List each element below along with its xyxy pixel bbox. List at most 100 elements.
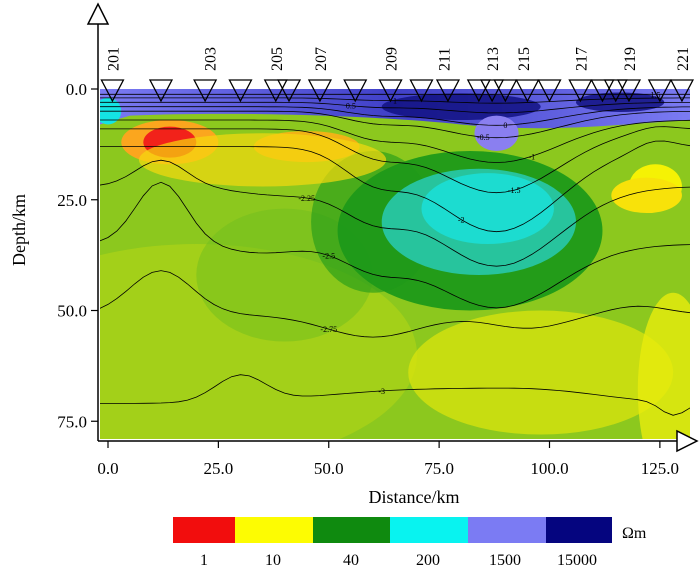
axes [86, 2, 699, 453]
site-marker [409, 79, 434, 103]
station-label: 207 [313, 47, 330, 71]
colorbar-swatch [173, 517, 235, 543]
contour-label: -2.75 [320, 325, 337, 334]
field-patch [637, 292, 690, 439]
contour-line [100, 97, 690, 104]
site-marker [378, 79, 403, 103]
contour-label: -1 [529, 152, 536, 161]
field-patch [611, 177, 682, 214]
contour-line [100, 181, 690, 309]
site-marker [193, 79, 218, 103]
contour-label: -2.25 [298, 194, 315, 203]
colorbar-swatch [235, 517, 313, 543]
site-marker [669, 79, 695, 103]
y-axis-arrow [86, 2, 110, 25]
site-marker [228, 79, 253, 103]
colorbar-swatch [468, 517, 546, 543]
field-patch [381, 93, 541, 121]
colorbar-swatch [546, 517, 612, 543]
site-marker [647, 79, 672, 103]
contour-line [100, 119, 690, 163]
station-label: 209 [384, 47, 401, 71]
contour-label: 0 [503, 121, 507, 130]
field-patch [575, 92, 665, 113]
site-marker [343, 79, 368, 103]
contour-line [100, 110, 690, 139]
colorbar-label: 40 [343, 552, 359, 569]
contour-label: -2 [458, 216, 465, 225]
site-marker [263, 79, 288, 103]
colorbar: 1 10 40 200 1500 15000 Ωm [173, 517, 647, 569]
contour-label: -1.5 [508, 186, 521, 195]
station-label: 213 [485, 47, 502, 71]
site-marker [307, 79, 332, 103]
site-marker [276, 79, 302, 103]
contour-line [100, 126, 690, 194]
resistivity-field [100, 89, 690, 439]
contour-label: 0.5 [346, 102, 356, 111]
colorbar-unit: Ωm [622, 525, 647, 542]
site-marker [466, 79, 491, 103]
site-marker [493, 79, 518, 103]
x-tick-label: 0.0 [97, 459, 118, 478]
y-tick-label: 25.0 [57, 191, 87, 210]
contour-label: 1 [393, 97, 397, 106]
y-tick-label: 75.0 [57, 412, 87, 431]
colorbar-label: 200 [416, 552, 440, 569]
x-axis-label: Distance/km [369, 487, 460, 507]
contour-line [100, 270, 690, 338]
site-marker [435, 79, 461, 103]
field-patch [138, 133, 387, 187]
field-patch [311, 151, 435, 293]
colorbar-label: 10 [265, 552, 281, 569]
station-label: 217 [573, 47, 590, 71]
contour-line [100, 106, 690, 126]
contour-lines [100, 93, 690, 416]
site-marker [100, 79, 125, 103]
contour-line [100, 374, 690, 416]
y-ticks: 0.0 25.0 50.0 75.0 [57, 80, 98, 431]
site-marker [515, 79, 540, 103]
station-label: 201 [105, 47, 122, 71]
contour-line [100, 159, 690, 267]
station-label: 221 [675, 47, 692, 71]
station-label: 219 [622, 47, 639, 71]
x-axis-arrow [676, 429, 699, 453]
colorbar-label: 1 [200, 552, 208, 569]
station-labels: 201 203 205 207 209 211 213 215 217 219 221 [105, 47, 692, 71]
x-tick-label: 25.0 [204, 459, 234, 478]
station-label: 215 [516, 47, 533, 71]
field-patch [408, 310, 674, 435]
y-axis-label: Depth/km [9, 194, 29, 266]
site-marker [603, 79, 628, 103]
station-label: 211 [437, 48, 454, 71]
site-marker [590, 79, 615, 103]
site-marker [616, 79, 642, 103]
field-patch [421, 173, 554, 245]
site-marker [537, 79, 562, 103]
contour-label: -0.5 [477, 133, 490, 142]
contour-label: 1.5 [650, 90, 660, 99]
site-marker [568, 79, 593, 103]
x-tick-label: 100.0 [530, 459, 568, 478]
contour-line [100, 140, 690, 233]
site-markers [100, 79, 695, 103]
field-patch [474, 115, 519, 152]
x-tick-label: 125.0 [641, 459, 679, 478]
x-tick-label: 50.0 [314, 459, 344, 478]
colorbar-swatch [390, 517, 468, 543]
y-tick-label: 50.0 [57, 302, 87, 321]
station-label: 203 [203, 47, 220, 71]
contour-label: -3 [378, 387, 385, 396]
colorbar-label: 1500 [489, 552, 521, 569]
x-ticks: 0.0 25.0 50.0 75.0 100.0 125.0 [97, 441, 679, 478]
site-marker [148, 79, 174, 103]
contour-labels: -3 -2.75 -2.5 -2.25 -2 -1.5 -1 -0.5 0 0.5 1 1.5 [298, 90, 660, 396]
colorbar-label: 15000 [557, 552, 597, 569]
contour-label: -2.5 [322, 251, 335, 260]
x-tick-label: 75.0 [424, 459, 454, 478]
station-label: 205 [269, 47, 286, 71]
contour-line [100, 101, 690, 114]
colorbar-swatch [313, 517, 390, 543]
